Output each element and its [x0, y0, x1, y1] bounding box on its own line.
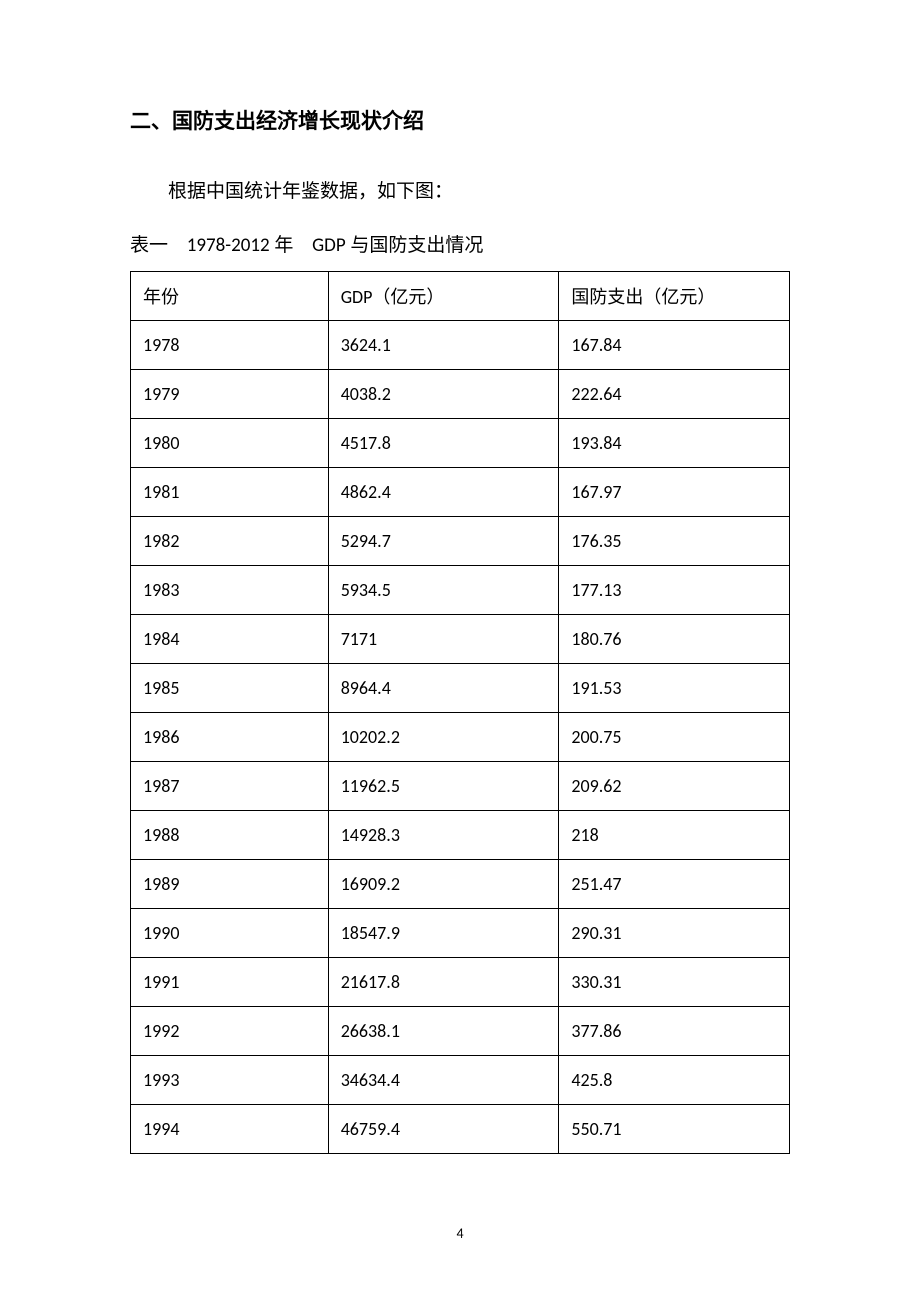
table-row: 19783624.1167.84	[131, 321, 790, 370]
table-row: 199446759.4550.71	[131, 1105, 790, 1154]
table-row: 19835934.5177.13	[131, 566, 790, 615]
col-header-gdp: GDP（亿元）	[328, 272, 559, 321]
cell-year: 1980	[131, 419, 329, 468]
cell-gdp: 46759.4	[328, 1105, 559, 1154]
page-number: 4	[0, 1225, 920, 1242]
header-gdp-latin: GDP	[341, 286, 373, 308]
cell-gdp: 3624.1	[328, 321, 559, 370]
cell-gdp: 8964.4	[328, 664, 559, 713]
caption-suffix-year: 年	[274, 235, 293, 256]
table-row: 198814928.3218	[131, 811, 790, 860]
cell-year: 1986	[131, 713, 329, 762]
cell-defense: 193.84	[559, 419, 790, 468]
cell-gdp: 4862.4	[328, 468, 559, 517]
table-row: 199334634.4425.8	[131, 1056, 790, 1105]
section-heading: 二、国防支出经济增长现状介绍	[130, 105, 790, 135]
table-caption: 表一 1978-2012 年 GDP 与国防支出情况	[130, 229, 790, 263]
cell-gdp: 26638.1	[328, 1007, 559, 1056]
cell-gdp: 14928.3	[328, 811, 559, 860]
caption-gdp: GDP	[312, 234, 346, 257]
cell-gdp: 16909.2	[328, 860, 559, 909]
cell-year: 1991	[131, 958, 329, 1007]
cell-year: 1983	[131, 566, 329, 615]
col-header-year: 年份	[131, 272, 329, 321]
table-row: 199121617.8330.31	[131, 958, 790, 1007]
header-gdp-cn: （亿元）	[372, 287, 444, 307]
table-row: 198711962.5209.62	[131, 762, 790, 811]
cell-year: 1990	[131, 909, 329, 958]
table-row: 19794038.2222.64	[131, 370, 790, 419]
cell-year: 1987	[131, 762, 329, 811]
cell-gdp: 21617.8	[328, 958, 559, 1007]
cell-defense: 251.47	[559, 860, 790, 909]
cell-gdp: 7171	[328, 615, 559, 664]
cell-defense: 377.86	[559, 1007, 790, 1056]
cell-year: 1981	[131, 468, 329, 517]
cell-gdp: 4038.2	[328, 370, 559, 419]
table-row: 19847171180.76	[131, 615, 790, 664]
cell-defense: 180.76	[559, 615, 790, 664]
cell-defense: 176.35	[559, 517, 790, 566]
table-row: 198610202.2200.75	[131, 713, 790, 762]
cell-year: 1984	[131, 615, 329, 664]
cell-year: 1993	[131, 1056, 329, 1105]
cell-defense: 290.31	[559, 909, 790, 958]
cell-year: 1988	[131, 811, 329, 860]
cell-year: 1992	[131, 1007, 329, 1056]
table-row: 19804517.8193.84	[131, 419, 790, 468]
table-row: 199226638.1377.86	[131, 1007, 790, 1056]
cell-year: 1978	[131, 321, 329, 370]
cell-gdp: 10202.2	[328, 713, 559, 762]
cell-defense: 218	[559, 811, 790, 860]
caption-prefix: 表一	[130, 235, 168, 256]
caption-suffix-rest: 与国防支出情况	[350, 235, 483, 256]
caption-year-range: 1978-2012	[187, 234, 270, 257]
cell-defense: 550.71	[559, 1105, 790, 1154]
cell-year: 1989	[131, 860, 329, 909]
cell-defense: 222.64	[559, 370, 790, 419]
cell-defense: 191.53	[559, 664, 790, 713]
cell-defense: 209.62	[559, 762, 790, 811]
gdp-defense-table: 年份 GDP（亿元） 国防支出（亿元） 19783624.1167.841979…	[130, 271, 790, 1154]
table-header-row: 年份 GDP（亿元） 国防支出（亿元）	[131, 272, 790, 321]
cell-defense: 177.13	[559, 566, 790, 615]
cell-gdp: 5294.7	[328, 517, 559, 566]
table-body: 19783624.1167.8419794038.2222.6419804517…	[131, 321, 790, 1154]
cell-gdp: 18547.9	[328, 909, 559, 958]
table-row: 199018547.9290.31	[131, 909, 790, 958]
cell-gdp: 4517.8	[328, 419, 559, 468]
table-row: 198916909.2251.47	[131, 860, 790, 909]
header-defense-text: 国防支出（亿元）	[571, 287, 715, 307]
cell-defense: 330.31	[559, 958, 790, 1007]
table-row: 19858964.4191.53	[131, 664, 790, 713]
cell-defense: 200.75	[559, 713, 790, 762]
cell-year: 1982	[131, 517, 329, 566]
table-row: 19814862.4167.97	[131, 468, 790, 517]
cell-year: 1994	[131, 1105, 329, 1154]
header-year-text: 年份	[143, 287, 179, 307]
cell-defense: 167.84	[559, 321, 790, 370]
cell-defense: 425.8	[559, 1056, 790, 1105]
intro-paragraph: 根据中国统计年鉴数据，如下图：	[130, 175, 790, 209]
cell-year: 1979	[131, 370, 329, 419]
cell-gdp: 34634.4	[328, 1056, 559, 1105]
cell-defense: 167.97	[559, 468, 790, 517]
cell-year: 1985	[131, 664, 329, 713]
cell-gdp: 5934.5	[328, 566, 559, 615]
table-row: 19825294.7176.35	[131, 517, 790, 566]
col-header-defense: 国防支出（亿元）	[559, 272, 790, 321]
cell-gdp: 11962.5	[328, 762, 559, 811]
